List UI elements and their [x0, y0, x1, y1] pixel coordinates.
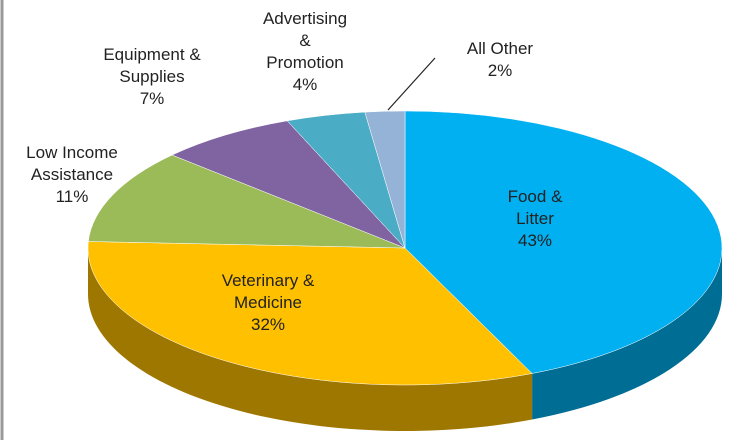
slice-label: Veterinary & Medicine 32% [193, 270, 343, 336]
slice-label: All Other 2% [440, 38, 560, 82]
slice-label: Advertising & Promotion 4% [260, 8, 350, 96]
slice [87, 241, 533, 386]
slice-label: Equipment & Supplies 7% [87, 44, 217, 110]
slice [171, 120, 406, 249]
leader-line [387, 57, 436, 111]
value-label: 7% [139, 89, 165, 108]
slice-label: Food & Litter 43% [495, 186, 575, 252]
category-name: Food & Litter [507, 187, 563, 228]
value-label: 11% [55, 187, 89, 206]
value-label: 4% [292, 75, 318, 94]
category-name: Equipment & Supplies [103, 45, 201, 86]
value-label: 43% [517, 231, 553, 250]
value-label: 32% [250, 315, 286, 334]
slice [88, 154, 406, 249]
slice-side [532, 248, 723, 420]
category-name: All Other [466, 39, 534, 58]
slice [404, 110, 723, 374]
slice-label: Low Income Assistance 11% [2, 142, 142, 208]
slice-side [88, 248, 533, 432]
slice [364, 110, 406, 249]
category-name: Low Income Assistance [26, 143, 118, 184]
value-label: 2% [487, 61, 513, 80]
category-name: Advertising & Promotion [262, 9, 348, 72]
category-name: Veterinary & Medicine [221, 271, 315, 312]
